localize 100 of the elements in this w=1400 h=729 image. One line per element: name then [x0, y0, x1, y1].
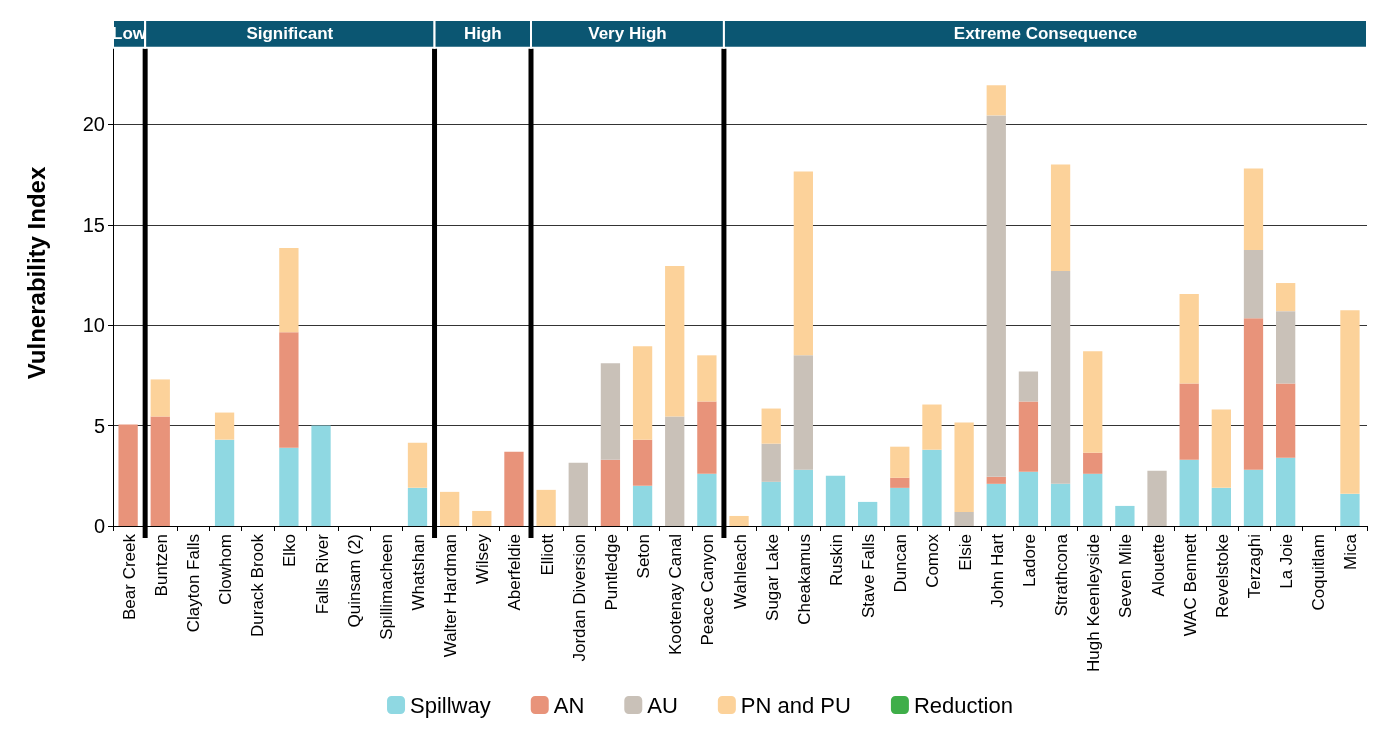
x-tick-label: Bear Creek [119, 533, 139, 620]
bar [1083, 351, 1103, 453]
x-tick-label: Durack Brook [248, 533, 268, 637]
x-tick-label: Clayton Falls [183, 534, 203, 633]
x-tick-label: Spillimacheen [376, 534, 396, 640]
bar [697, 401, 717, 474]
bar [632, 485, 653, 526]
x-tick-label: WAC Bennett [1180, 533, 1200, 637]
bar [1243, 318, 1264, 470]
x-tick-label: Elliott [537, 533, 557, 576]
bar [1340, 310, 1360, 494]
bar [954, 511, 974, 526]
x-tick-label: Quinsam (2) [344, 534, 364, 628]
legend-label: AU [647, 692, 678, 718]
bar [279, 332, 299, 448]
bar [986, 483, 1006, 526]
bar [214, 439, 235, 526]
x-tick-label: Seton [634, 534, 654, 579]
bar [632, 439, 653, 486]
bar [600, 459, 621, 526]
x-tick-label: Peace Canyon [698, 534, 718, 646]
bar [1276, 311, 1296, 384]
bar [568, 462, 588, 526]
bar [729, 515, 749, 526]
bar [986, 476, 1006, 484]
x-tick-label: Stave Falls [859, 534, 879, 619]
bar [825, 475, 846, 526]
bar [600, 363, 621, 460]
x-tick-label: Elsie [955, 534, 975, 571]
bar [1211, 409, 1231, 488]
x-tick-label: Puntledge [601, 534, 621, 611]
bar [440, 491, 460, 526]
bar [1050, 270, 1071, 484]
bar [890, 477, 910, 488]
x-tick-label: Kootenay Canal [666, 534, 686, 655]
legend-label: Spillway [410, 692, 491, 718]
x-tick-label: Hugh Keenleyside [1084, 534, 1104, 672]
x-tick-label: Ladore [1019, 534, 1039, 587]
x-tick-label: Cheakamus [794, 534, 814, 625]
legend-label: PN and PU [740, 692, 851, 718]
x-tick-label: Ruskin [826, 534, 846, 586]
x-tick-label: Coquitlam [1309, 534, 1329, 611]
y-tick-label: 10 [82, 314, 105, 337]
bar [472, 510, 492, 526]
y-tick-label: 0 [93, 515, 105, 537]
bar [279, 247, 299, 333]
x-tick-label: Buntzen [151, 534, 171, 597]
y-axis-title: Vulnerability Index [22, 166, 50, 380]
bar [697, 473, 717, 526]
x-tick-label: Clowhom [216, 534, 236, 605]
x-tick-label: Duncan [891, 534, 911, 593]
x-tick-label: Wahleach [730, 534, 750, 609]
bar [1276, 383, 1296, 458]
band-label: High [463, 24, 502, 44]
bar [1243, 168, 1264, 250]
bar [697, 355, 717, 402]
bar [986, 85, 1006, 116]
bar [793, 355, 813, 470]
bar [1211, 487, 1231, 526]
x-tick-label: Falls River [312, 533, 332, 615]
bar [986, 115, 1006, 477]
bar [954, 422, 974, 512]
bar [118, 424, 138, 526]
x-tick-label: Strathcona [1052, 533, 1072, 617]
bar [214, 412, 235, 440]
bar [1050, 483, 1071, 526]
band-label: Significant [246, 24, 334, 44]
bar [407, 487, 428, 526]
bar [1018, 401, 1039, 472]
bar [536, 489, 556, 526]
bar [665, 265, 685, 417]
x-tick-label: La Joie [1277, 534, 1297, 589]
bar [279, 447, 299, 526]
bar [761, 408, 781, 444]
bar [1243, 249, 1264, 319]
band-label: Very High [588, 24, 667, 44]
bar [1179, 383, 1199, 460]
bar [150, 416, 170, 526]
x-tick-label: Walter Hardman [441, 534, 461, 658]
bar [1276, 283, 1296, 312]
bar [150, 379, 170, 417]
y-tick-label: 20 [82, 113, 105, 136]
bar [761, 443, 781, 482]
bar [1018, 471, 1039, 526]
bar [1018, 371, 1039, 402]
x-tick-label: Alouette [1148, 534, 1168, 597]
bar [1083, 473, 1103, 526]
bar [761, 481, 781, 526]
x-tick-label: Jordan Diversion [569, 534, 589, 662]
bar [1083, 452, 1103, 474]
y-tick-label: 5 [93, 414, 105, 437]
bar [890, 487, 910, 526]
bar [1179, 294, 1199, 384]
legend-label: AN [553, 692, 585, 718]
bar [1243, 469, 1264, 526]
bar [504, 451, 524, 526]
x-tick-label: Seven Mile [1116, 534, 1136, 619]
bar [1050, 164, 1071, 271]
bar [793, 171, 813, 356]
x-tick-label: Sugar Lake [762, 534, 782, 621]
